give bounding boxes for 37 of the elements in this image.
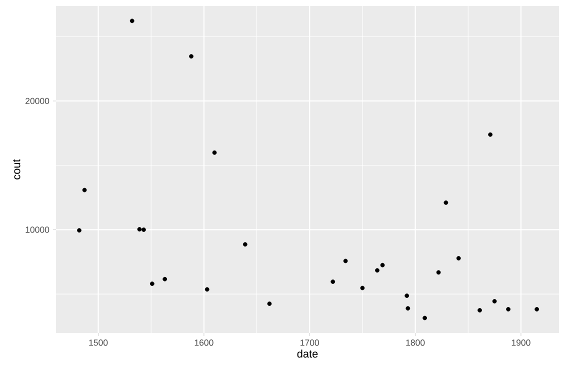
y-tick-label: 20000 [26,98,50,104]
x-tick-label: 1600 [194,340,214,346]
x-tick-label: 1900 [512,340,530,346]
point [162,276,168,282]
y-axis-title: cout [13,159,20,180]
point [406,306,410,311]
point [77,228,82,233]
x-tick-label: 1800 [406,340,425,346]
point [492,299,497,304]
point [488,132,493,137]
point [212,150,217,155]
point [242,242,248,247]
point [380,262,385,268]
point [456,256,461,260]
point [189,54,194,59]
point [436,270,441,275]
point [404,294,410,298]
point [343,258,348,264]
point [360,286,365,290]
point [506,307,510,312]
point [478,308,482,312]
point [130,18,134,24]
point [444,200,448,205]
y-tick-label: 10000 [26,226,50,233]
point [375,268,380,273]
x-tick-label: 1500 [89,340,108,346]
point [422,316,427,320]
point [534,307,540,312]
point [267,302,272,306]
point [82,188,87,192]
point [137,227,142,232]
point [150,282,154,286]
point [204,287,210,292]
point [142,227,146,232]
x-tick-label: 1700 [300,340,320,346]
x-axis-title: date [297,350,318,358]
point [330,279,336,284]
